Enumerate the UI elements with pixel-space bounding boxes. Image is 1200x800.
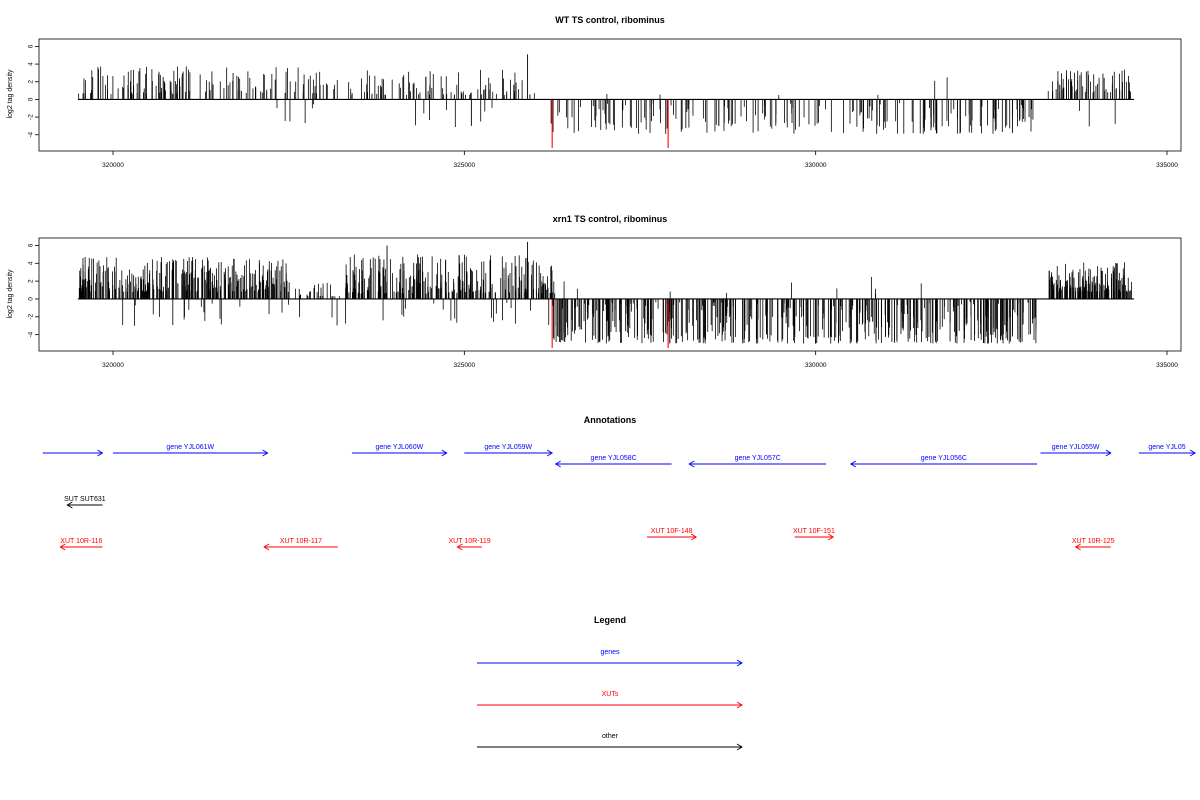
gene-label: gene YJL055W: [1052, 444, 1100, 451]
legend-title: Legend: [594, 615, 626, 625]
xut-arrow-head: [828, 533, 835, 541]
y-tick-label: 2: [28, 279, 35, 283]
xrn1-density-panel: xrn1 TS control, ribominus log2 tag dens…: [7, 214, 1182, 369]
y-tick-label: -2: [28, 314, 35, 320]
gene-label: gene YJL057C: [735, 455, 781, 462]
legend-gene-label: genes: [600, 649, 620, 656]
legend-xut-arrow-head: [736, 701, 743, 709]
x-tick-label: 330000: [805, 362, 827, 369]
y-tick-label: 4: [28, 261, 35, 265]
annotations-track: Annotations gene YJL061W gene YJL060W gene…: [42, 415, 1196, 551]
annotation-arrows: gene YJL061W gene YJL060W gene YJL059W gene…: [42, 444, 1196, 551]
wt-panel-title: WT TS control, ribominus: [555, 15, 665, 25]
wt-plot-frame: [38, 38, 1182, 152]
wt-density-panel: WT TS control, ribominus log2 tag densit…: [7, 15, 1182, 169]
legend-items: genes XUTs other: [477, 649, 743, 751]
xut-label: XUT 10R-117: [280, 538, 322, 545]
x-tick-label: 335000: [1156, 162, 1178, 169]
x-tick-label: 320000: [102, 162, 124, 169]
y-tick-label: -4: [28, 331, 35, 337]
y-tick-label: 4: [28, 62, 35, 66]
gene-arrow-head: [849, 460, 857, 468]
x-tick-label: 330000: [805, 162, 827, 169]
gene-label: gene YJL056C: [921, 455, 967, 462]
gene-arrow-head: [554, 460, 561, 468]
legend-gene-arrow-head: [736, 659, 743, 667]
gene-arrow-head: [1105, 449, 1112, 457]
gene-arrow-head: [97, 449, 104, 457]
gene-label: gene YJL05: [1148, 444, 1185, 451]
y-tick-label: 0: [28, 97, 35, 101]
x-tick-label: 335000: [1156, 362, 1178, 369]
xut-arrow-head: [690, 533, 698, 541]
wt-y-axis-label: log2 tag density: [7, 69, 14, 119]
gene-label: gene YJL059W: [484, 444, 532, 451]
xut-label: XUT 10F-151: [793, 528, 835, 535]
xrn1-axes: -4 -2 0 2 4 6 320000 325000 330000 335000: [28, 243, 1179, 369]
xut-label: XUT 10R-119: [449, 538, 491, 545]
gene-arrow-head: [441, 449, 448, 457]
x-tick-label: 325000: [453, 362, 475, 369]
legend-other-label: other: [602, 733, 619, 740]
xut-label: XUT 10R-125: [1072, 538, 1115, 545]
other-arrow-head: [66, 501, 73, 509]
legend: Legend genes XUTs other: [477, 615, 743, 751]
annotations-title: Annotations: [584, 415, 637, 425]
legend-xut-label: XUTs: [602, 691, 619, 698]
x-tick-label: 320000: [102, 362, 124, 369]
xut-arrow-head: [456, 543, 463, 551]
gene-arrow-head: [688, 460, 695, 468]
gene-arrow-head: [1189, 449, 1196, 457]
gene-label: gene YJL058C: [591, 455, 637, 462]
y-tick-label: -4: [28, 131, 35, 137]
xrn1-y-axis-label: log2 tag density: [7, 269, 14, 319]
xut-arrow-head: [59, 543, 66, 551]
y-tick-label: -2: [28, 114, 35, 120]
gene-arrow-head: [262, 449, 269, 457]
y-tick-label: 0: [28, 297, 35, 301]
y-tick-label: 6: [28, 243, 35, 247]
xrn1-plot-frame: [38, 237, 1182, 352]
y-tick-label: 6: [28, 44, 35, 48]
xrn1-bar-series: [77, 241, 1134, 348]
legend-other-arrow-head: [736, 743, 743, 751]
wt-bar-series: [77, 54, 1134, 148]
gene-label: gene YJL060W: [375, 444, 423, 451]
xut-arrow-head: [1074, 543, 1081, 551]
xut-label: XUT 10R-116: [60, 538, 102, 545]
wt-axes: -4 -2 0 2 4 6 320000 325000 330000 335000: [28, 44, 1179, 169]
xrn1-panel-title: xrn1 TS control, ribominus: [553, 214, 668, 224]
x-tick-label: 325000: [453, 162, 475, 169]
xut-label: XUT 10F-148: [651, 528, 693, 535]
y-tick-label: 2: [28, 80, 35, 84]
gene-label: gene YJL061W: [166, 444, 214, 451]
xut-arrow-head: [263, 543, 270, 551]
gene-arrow-head: [546, 449, 554, 457]
other-label: SUT SUT631: [64, 496, 106, 503]
